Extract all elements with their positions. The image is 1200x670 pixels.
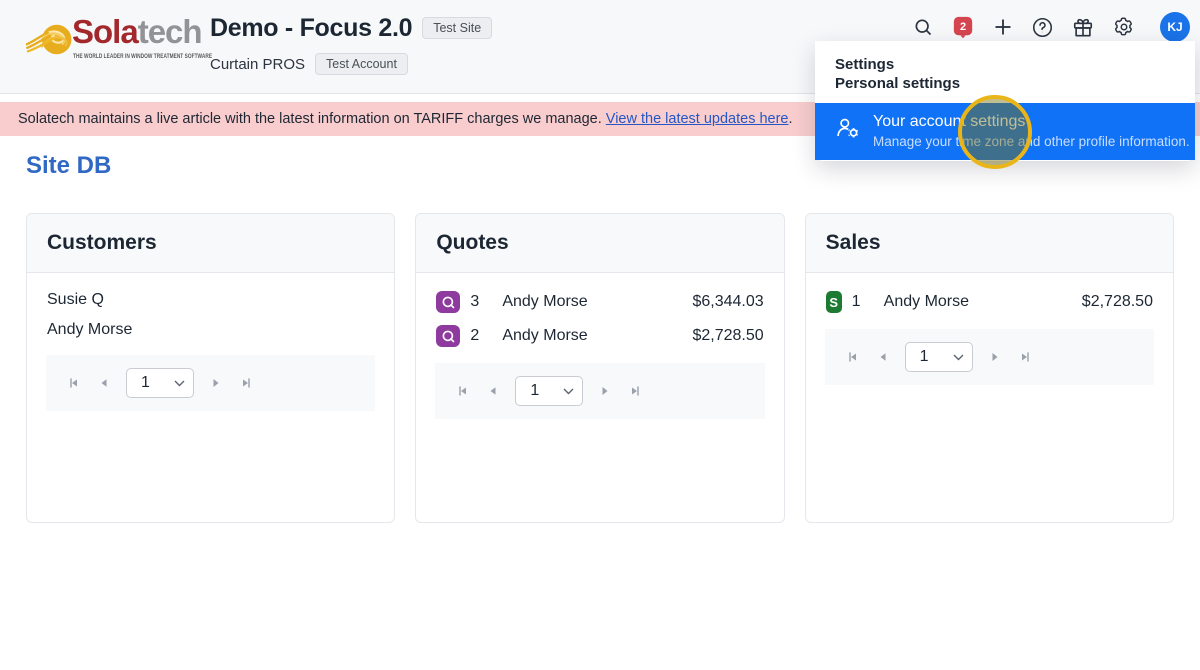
svg-text:2: 2 bbox=[960, 21, 966, 33]
